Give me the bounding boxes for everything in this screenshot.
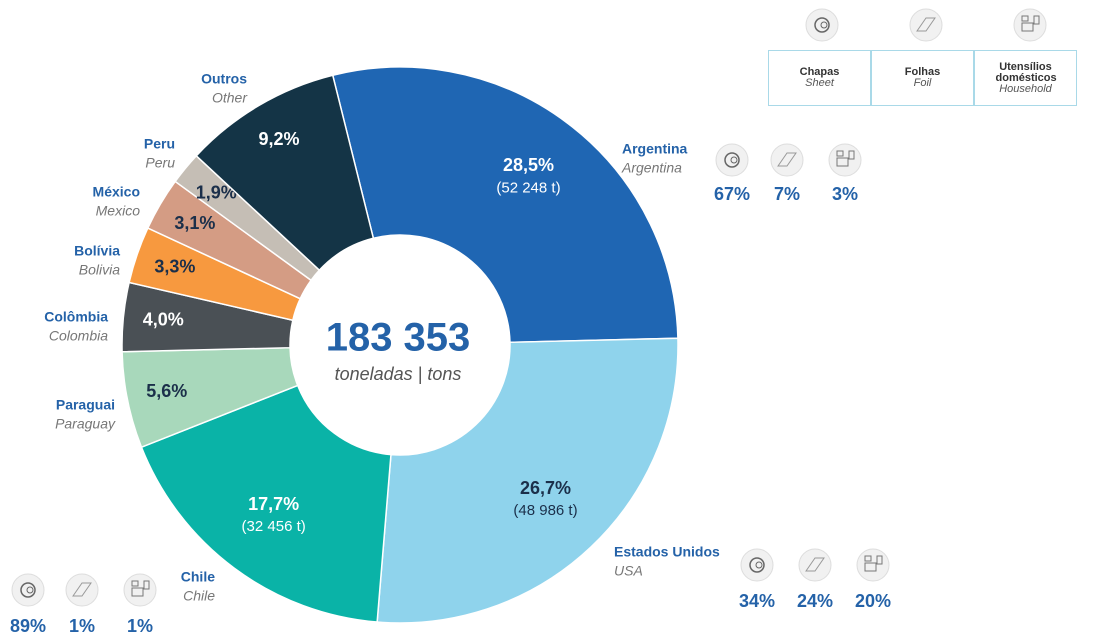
product-icon [848,150,855,160]
category-name-en: Peru [145,155,175,171]
category-name: México [93,184,140,200]
product-share: 89% [10,616,46,636]
product-icon [777,152,797,167]
product-icon [131,580,139,587]
tonnage-label: (52 248 t) [496,179,560,196]
category-name-en: Paraguay [55,416,116,432]
category-name-en: Chile [183,588,215,604]
product-name: Folhas [904,66,941,78]
product-icon [143,580,150,590]
slice-label: 9,2% [258,129,299,149]
slice-label: 26,7% [520,478,571,498]
product-icon [798,548,832,582]
category-name-en: Colombia [49,328,108,344]
slice [331,66,679,344]
category-name: Estados Unidos [614,544,720,560]
product-share: 67% [714,184,750,204]
product-icon [909,8,943,42]
product-share: 34% [739,591,775,611]
legend-cell: Chapas Sheet [768,50,871,106]
product-share: 1% [127,616,153,636]
slice-label: 3,1% [174,213,215,233]
product-icon [805,8,839,42]
category-name: Chile [181,569,215,585]
category-name: Colômbia [44,309,108,325]
slice-label: 3,3% [154,257,195,277]
category-name-en: Argentina [621,160,682,176]
product-icon [1021,15,1029,22]
category-name: Outros [201,71,247,87]
slice-label: 1,9% [196,182,237,202]
product-name: Utensílios domésticos [995,60,1057,84]
product-icon [123,573,157,607]
category-name: Peru [144,136,175,152]
product-icon [755,561,763,569]
product-icon [916,17,936,32]
slice-label: 17,7% [248,494,299,514]
product-icon [836,157,849,167]
total: 183 353 [326,316,471,360]
category-name-en: Mexico [96,203,141,219]
tonnage-label: (48 986 t) [513,502,577,519]
product-name-en: Household [999,82,1052,95]
product-icon [876,555,883,565]
product-icon [1021,22,1034,32]
product-share: 7% [774,184,800,204]
category-name-en: Other [212,90,248,106]
product-share: 20% [855,591,891,611]
product-icon [770,143,804,177]
category-name: Bolívia [74,243,120,259]
category-name: Paraguai [56,397,115,413]
product-name-en: Sheet [805,77,834,89]
slice [140,384,392,623]
category-name-en: USA [614,563,643,579]
slice [376,337,679,624]
product-name: Chapas [799,66,840,78]
product-icon [820,21,828,29]
legend-cell: Folhas Foil [871,50,974,106]
slice-label: 5,6% [146,381,187,401]
product-icon [864,562,877,572]
product-icon [749,557,765,573]
product-share: 1% [69,616,95,636]
product-icon [730,156,738,164]
category-name-en: Bolivia [79,262,120,278]
product-icon [864,555,872,562]
product-icon [26,586,34,594]
slice-label: 28,5% [503,155,554,175]
product-icon [131,587,144,597]
product-icon [1013,8,1047,42]
product-icon [814,17,830,33]
product-name-en: Foil [913,77,932,89]
product-icon [11,573,45,607]
legend-cell: Utensílios domésticos Household [974,50,1077,106]
tonnage-label: (32 456 t) [242,518,306,535]
product-share: 3% [832,184,858,204]
product-icon [856,548,890,582]
product-icon [1033,15,1040,25]
slice [195,74,375,272]
product-icon [805,557,825,572]
product-icon [65,573,99,607]
total-unit: toneladas | tons [335,364,462,384]
product-icon [72,582,92,597]
category-name: Argentina [622,141,688,157]
product-icon [724,152,740,168]
product-icon [20,582,36,598]
product-icon [828,143,862,177]
slice-label: 4,0% [143,310,184,330]
product-icon [836,150,844,157]
product-icon [715,143,749,177]
product-icon [740,548,774,582]
product-share: 24% [797,591,833,611]
